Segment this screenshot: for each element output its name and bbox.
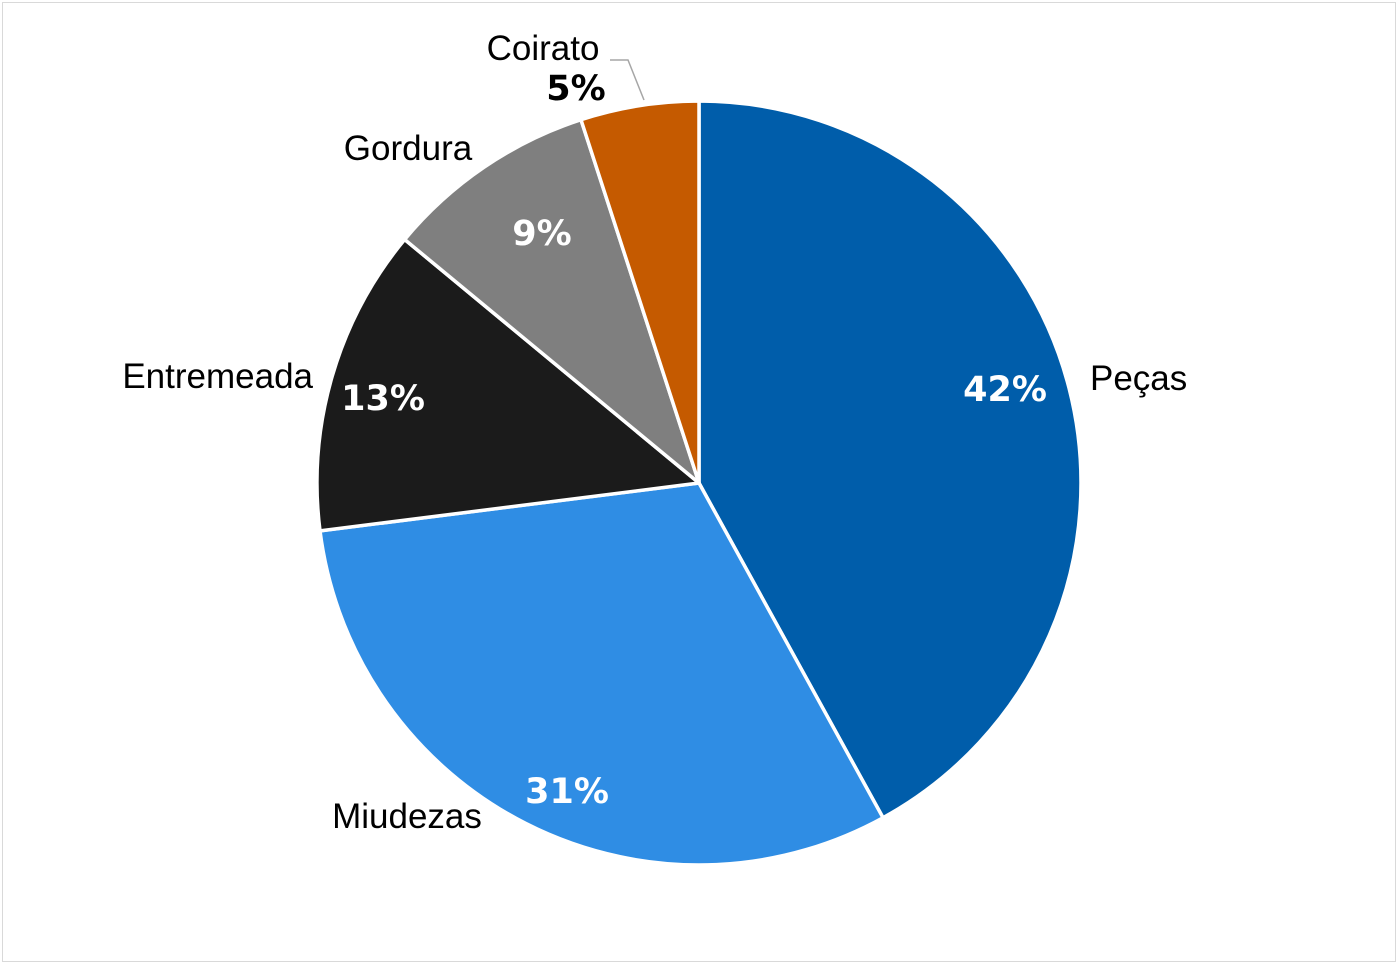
pie-slice-coirato (579, 99, 701, 485)
category-label-entremeada: Entremeada (122, 357, 313, 396)
pie-labels: Peças 42% Miudezas 31% Entremeada 13% Gordura 9… (122, 29, 1187, 836)
pie-slice-gordura (402, 117, 701, 485)
percent-label-gordura: 9% (512, 214, 571, 254)
category-label-gordura: Gordura (344, 129, 473, 168)
pie-slice-miudezas (318, 481, 885, 867)
percent-label-miudezas: 31% (525, 772, 609, 812)
percent-label-coirato: 5% (546, 69, 605, 109)
category-label-pecas: Peças (1090, 359, 1187, 398)
pie-slice-pecas (697, 99, 1083, 820)
category-label-miudezas: Miudezas (332, 797, 482, 836)
percent-label-pecas: 42% (963, 370, 1047, 410)
leader-lines (610, 59, 645, 101)
category-label-coirato: Coirato (487, 29, 600, 68)
pie-slices (315, 99, 1083, 867)
pie-slice-entremeada (315, 237, 701, 533)
percent-label-entremeada: 13% (341, 379, 425, 419)
leader-line-coirato (610, 59, 645, 101)
